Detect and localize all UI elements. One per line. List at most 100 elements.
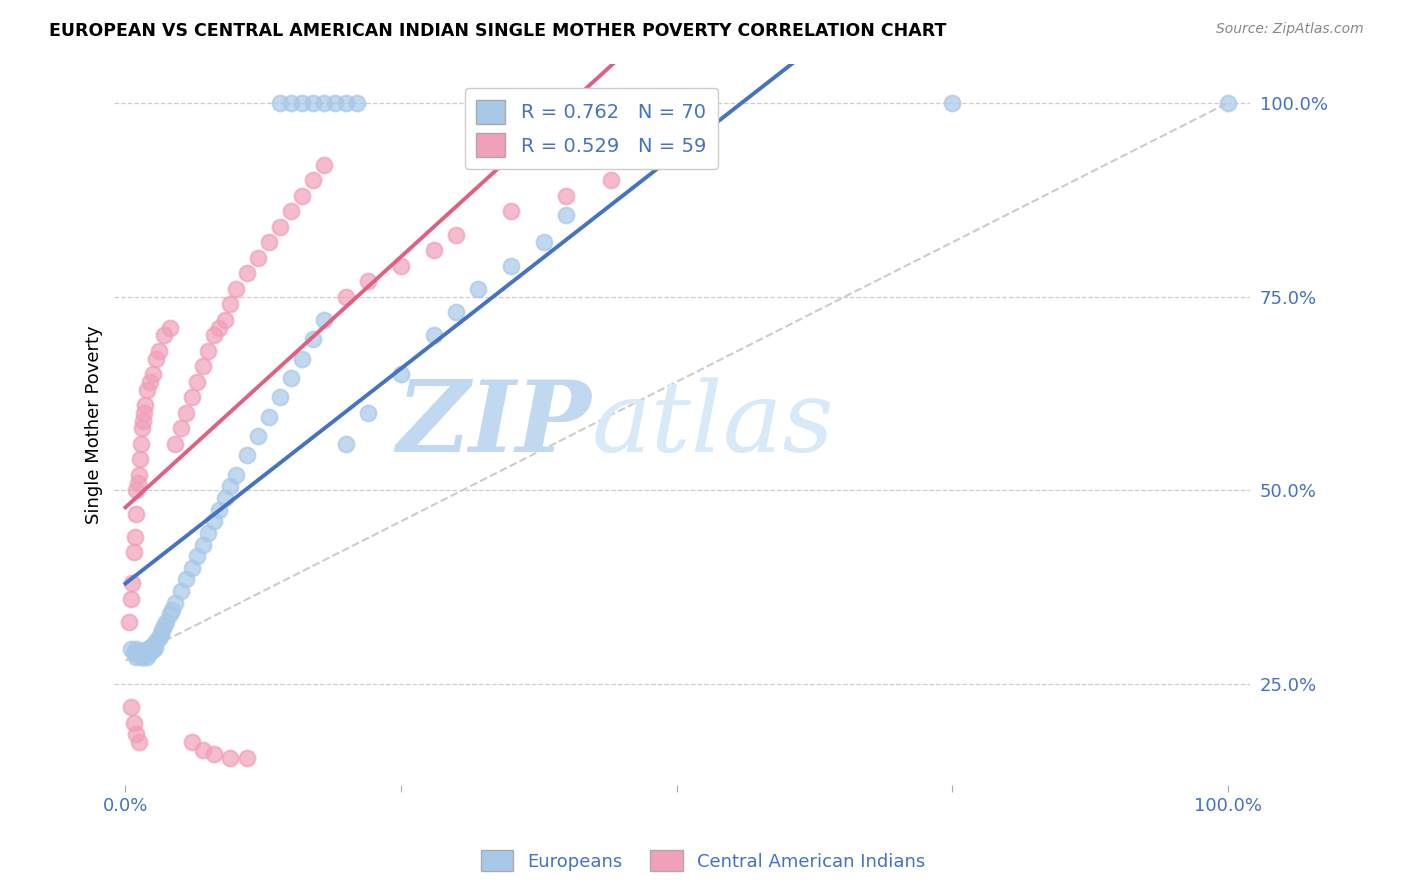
Point xyxy=(165,437,187,451)
Point xyxy=(235,449,257,463)
Point xyxy=(186,375,208,389)
Point xyxy=(423,243,446,257)
Point xyxy=(346,95,368,110)
Point xyxy=(129,437,152,451)
Point xyxy=(165,596,187,610)
Text: Source: ZipAtlas.com: Source: ZipAtlas.com xyxy=(1216,22,1364,37)
Point xyxy=(257,409,280,424)
Point xyxy=(389,259,412,273)
Point xyxy=(291,189,314,203)
Point xyxy=(335,437,357,451)
Point xyxy=(202,328,225,343)
Point xyxy=(148,343,170,358)
Point xyxy=(467,282,489,296)
Point xyxy=(302,332,325,346)
Point xyxy=(291,95,314,110)
Point xyxy=(125,727,148,741)
Point xyxy=(357,274,380,288)
Point xyxy=(1216,95,1239,110)
Point xyxy=(941,95,963,110)
Point xyxy=(174,406,197,420)
Point xyxy=(139,640,162,654)
Point xyxy=(169,584,191,599)
Point xyxy=(143,642,166,657)
Point xyxy=(125,483,148,498)
Point xyxy=(312,95,335,110)
Point xyxy=(335,95,357,110)
Point xyxy=(134,406,156,420)
Point xyxy=(269,219,291,234)
Point xyxy=(159,607,181,622)
Point xyxy=(128,735,150,749)
Point xyxy=(139,644,162,658)
Point xyxy=(501,204,523,219)
Point xyxy=(197,343,219,358)
Text: atlas: atlas xyxy=(592,376,834,472)
Point xyxy=(444,305,467,319)
Point xyxy=(235,750,257,764)
Point xyxy=(118,615,141,629)
Point xyxy=(291,351,314,366)
Point xyxy=(219,750,242,764)
Point xyxy=(131,646,153,660)
Point xyxy=(138,646,160,660)
Point xyxy=(122,545,145,559)
Point xyxy=(202,514,225,528)
Text: EUROPEAN VS CENTRAL AMERICAN INDIAN SINGLE MOTHER POVERTY CORRELATION CHART: EUROPEAN VS CENTRAL AMERICAN INDIAN SING… xyxy=(49,22,946,40)
Point xyxy=(131,649,153,664)
Point xyxy=(155,615,177,629)
Point xyxy=(138,642,160,657)
Point xyxy=(132,649,155,664)
Point xyxy=(160,603,183,617)
Point xyxy=(142,367,165,381)
Y-axis label: Single Mother Poverty: Single Mother Poverty xyxy=(86,325,103,524)
Point xyxy=(186,549,208,563)
Legend: R = 0.762   N = 70, R = 0.529   N = 59: R = 0.762 N = 70, R = 0.529 N = 59 xyxy=(464,88,718,169)
Point xyxy=(142,638,165,652)
Point xyxy=(257,235,280,250)
Point xyxy=(533,235,555,250)
Point xyxy=(214,491,236,505)
Point xyxy=(335,289,357,303)
Point xyxy=(121,576,143,591)
Point xyxy=(136,383,159,397)
Point xyxy=(225,282,247,296)
Point xyxy=(148,631,170,645)
Point xyxy=(125,507,148,521)
Point xyxy=(145,351,167,366)
Point xyxy=(302,95,325,110)
Point xyxy=(128,644,150,658)
Point xyxy=(122,715,145,730)
Point xyxy=(141,642,163,657)
Point xyxy=(159,320,181,334)
Point xyxy=(169,421,191,435)
Point xyxy=(131,421,153,435)
Point xyxy=(134,646,156,660)
Point xyxy=(225,467,247,482)
Point xyxy=(153,619,176,633)
Point xyxy=(174,573,197,587)
Point xyxy=(128,452,150,467)
Point xyxy=(246,429,269,443)
Point xyxy=(136,649,159,664)
Point xyxy=(127,475,149,490)
Point xyxy=(312,313,335,327)
Point xyxy=(357,406,380,420)
Point xyxy=(219,297,242,311)
Point xyxy=(219,479,242,493)
Point xyxy=(191,743,214,757)
Point xyxy=(269,390,291,404)
Point xyxy=(134,648,156,662)
Point xyxy=(214,313,236,327)
Point xyxy=(235,266,257,280)
Point xyxy=(269,95,291,110)
Legend: Europeans, Central American Indians: Europeans, Central American Indians xyxy=(474,843,932,879)
Text: ZIP: ZIP xyxy=(396,376,592,473)
Point xyxy=(153,328,176,343)
Point xyxy=(128,467,150,482)
Point xyxy=(191,537,214,551)
Point xyxy=(138,375,160,389)
Point xyxy=(145,634,167,648)
Point xyxy=(120,642,142,657)
Point xyxy=(180,561,202,575)
